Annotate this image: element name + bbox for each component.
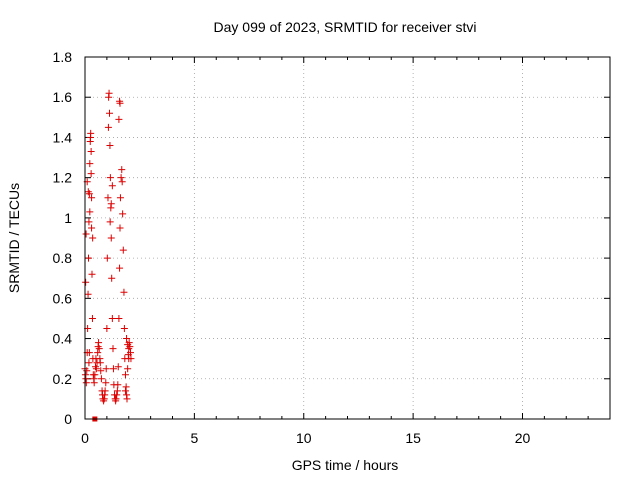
data-point	[101, 387, 109, 395]
data-point	[86, 133, 94, 141]
data-point	[121, 371, 129, 379]
data-point	[108, 274, 116, 282]
data-point	[104, 123, 112, 131]
y-tick-label: 1.8	[53, 49, 73, 65]
data-point	[103, 254, 111, 262]
data-point	[116, 99, 124, 107]
y-tick-label: 1.6	[53, 89, 73, 105]
data-point	[88, 314, 96, 322]
x-axis-label: GPS time / hours	[292, 457, 399, 473]
data-point	[116, 194, 124, 202]
y-tick-label: 1	[64, 210, 72, 226]
data-point	[91, 371, 99, 379]
data-point	[113, 391, 121, 399]
data-point	[95, 345, 103, 353]
data-point	[109, 365, 117, 373]
data-point	[105, 89, 113, 97]
data-point	[121, 387, 129, 395]
chart-title: Day 099 of 2023, SRMTID for receiver stv…	[214, 19, 477, 35]
data-point	[103, 325, 111, 332]
data-point	[118, 166, 126, 174]
data-point	[119, 210, 127, 218]
y-axis-label: SRMTID / TECUs	[6, 183, 22, 293]
data-point	[97, 367, 105, 375]
data-point	[127, 349, 134, 357]
data-point	[125, 355, 133, 363]
data-point	[112, 395, 120, 403]
data-point	[82, 230, 90, 238]
data-point	[83, 367, 91, 375]
data-point	[107, 200, 115, 208]
x-tick-label: 10	[296, 430, 312, 446]
data-point	[107, 234, 115, 242]
data-point	[120, 325, 128, 332]
y-tick-label: 1.4	[53, 129, 73, 145]
data-point	[87, 170, 95, 178]
data-point	[97, 375, 105, 383]
y-tick-label: 0.4	[53, 331, 73, 347]
data-point	[88, 224, 96, 232]
data-point	[120, 288, 128, 296]
data-point	[124, 341, 132, 349]
data-point	[102, 379, 110, 387]
y-tick-label: 0.2	[53, 371, 73, 387]
data-point	[82, 278, 90, 286]
data-point	[114, 363, 122, 371]
data-point	[106, 218, 114, 226]
x-tick-label: 15	[405, 430, 421, 446]
data-point	[86, 208, 94, 216]
data-point	[104, 194, 112, 202]
y-tick-label: 0.8	[53, 250, 73, 266]
data-point	[106, 141, 114, 149]
data-point	[85, 359, 93, 367]
data-point	[123, 395, 131, 403]
data-point	[109, 345, 117, 353]
data-point	[102, 365, 110, 373]
data-point	[108, 314, 116, 322]
data-point	[119, 246, 127, 254]
data-point	[86, 160, 94, 168]
data-point	[90, 379, 98, 387]
data-point	[117, 174, 125, 182]
y-tick-label: 0.6	[53, 290, 73, 306]
data-point	[116, 264, 124, 272]
data-point	[85, 254, 92, 262]
data-point	[92, 365, 100, 373]
data-point	[87, 148, 95, 156]
data-point	[124, 365, 132, 373]
plot-frame	[84, 56, 611, 420]
data-point	[114, 381, 122, 389]
y-tick-label: 1.2	[53, 170, 73, 186]
x-tick-label: 0	[81, 430, 89, 446]
data-point	[106, 109, 113, 117]
data-point	[113, 387, 121, 395]
data-point	[82, 379, 90, 387]
data-point	[88, 270, 96, 278]
data-point	[88, 194, 96, 202]
data-point	[85, 349, 93, 357]
data-markers	[81, 89, 135, 422]
grid	[85, 57, 610, 419]
data-point	[106, 174, 114, 182]
data-point	[118, 178, 126, 186]
data-point	[85, 218, 93, 226]
ticks	[84, 56, 610, 420]
data-point	[89, 234, 97, 242]
x-tick-label: 5	[190, 430, 198, 446]
data-point	[116, 224, 124, 232]
data-point	[84, 188, 92, 196]
data-point	[84, 290, 92, 298]
data-point	[115, 314, 123, 322]
x-tick-label: 20	[515, 430, 531, 446]
data-point	[122, 383, 130, 391]
y-tick-label: 0	[64, 411, 72, 427]
data-point	[94, 349, 102, 357]
data-point	[115, 115, 123, 123]
data-point	[123, 335, 131, 343]
data-point	[95, 339, 103, 347]
tick-labels: 0 5 10 15 20 0 0.2 0.4 0.6 0.8 1 1.2 1.4 1.6 1.8	[53, 49, 531, 446]
data-point	[108, 182, 116, 190]
data-point	[96, 359, 104, 367]
